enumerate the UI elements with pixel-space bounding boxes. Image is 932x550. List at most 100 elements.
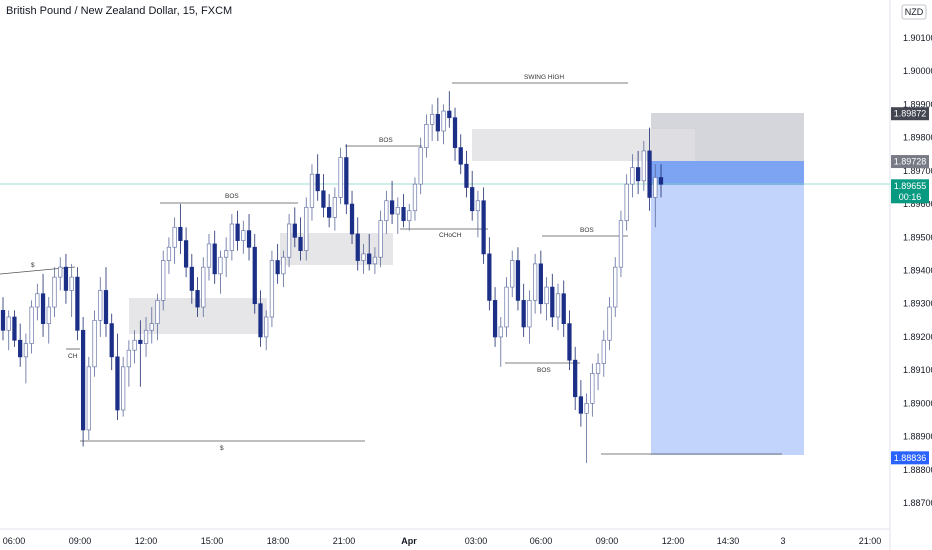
candle — [401, 194, 406, 228]
candle — [58, 257, 63, 291]
candle — [418, 137, 423, 195]
candle — [372, 247, 378, 274]
ann-bos-3: BOS — [580, 227, 594, 234]
candle — [424, 114, 429, 158]
ann-ch: CH — [68, 353, 78, 360]
candle — [52, 267, 57, 317]
candle — [75, 267, 80, 341]
svg-text:1.89655: 1.89655 — [894, 181, 927, 191]
candle — [492, 287, 498, 347]
candle — [613, 257, 618, 317]
svg-text:00:16: 00:16 — [899, 192, 922, 202]
x-tick-label: 03:00 — [465, 536, 488, 546]
candle — [641, 140, 646, 191]
svg-text:1.88836: 1.88836 — [894, 453, 927, 463]
candle — [138, 320, 143, 387]
candle — [395, 197, 400, 234]
candle — [23, 333, 29, 384]
candle — [521, 283, 526, 337]
chart-title: British Pound / New Zealand Dollar, 15, … — [6, 5, 233, 17]
candle — [601, 330, 606, 377]
structure-line-s-left — [0, 266, 76, 275]
candle — [161, 250, 166, 311]
candle — [361, 243, 366, 274]
y-tick-label: 1.88900 — [903, 432, 932, 442]
candle — [412, 177, 418, 221]
candle — [389, 180, 395, 224]
candle — [6, 310, 11, 351]
candle — [18, 323, 23, 367]
candle — [515, 247, 521, 311]
candle — [143, 317, 149, 357]
candle — [309, 164, 315, 221]
candle — [452, 107, 458, 161]
candle — [573, 346, 578, 410]
y-tick-label: 1.89500 — [903, 232, 932, 242]
price-tag-entry: 1.89728 — [891, 155, 929, 169]
currency-badge-label: NZD — [905, 7, 924, 17]
y-tick-label: 1.89300 — [903, 299, 932, 309]
y-axis-ticks: 1.903001.901001.900001.899001.898001.897… — [903, 33, 932, 508]
candle — [121, 356, 126, 417]
candle — [229, 214, 234, 261]
x-tick-label: 06:00 — [3, 536, 26, 546]
x-tick-label: 09:00 — [596, 536, 619, 546]
y-tick-label: 1.89400 — [903, 266, 932, 276]
structure-lines — [0, 82, 782, 455]
candle — [498, 317, 503, 367]
x-tick-label: 12:00 — [135, 536, 158, 546]
candle — [590, 363, 595, 417]
candle — [286, 214, 292, 268]
candle — [212, 230, 217, 284]
candle — [504, 277, 509, 337]
candle — [298, 217, 303, 261]
y-tick-label: 1.88800 — [903, 465, 932, 475]
candle — [561, 280, 566, 337]
x-tick-label: Apr — [401, 536, 417, 546]
candle — [115, 333, 120, 420]
candle — [441, 104, 446, 145]
candle — [103, 267, 109, 337]
currency-badge[interactable]: NZD — [901, 4, 927, 20]
candle — [510, 250, 515, 298]
candle — [35, 283, 40, 321]
candle — [658, 164, 664, 198]
y-tick-label: 1.89900 — [903, 99, 932, 109]
candle — [349, 190, 355, 244]
candle — [241, 220, 246, 254]
svg-text:1.89872: 1.89872 — [894, 109, 927, 119]
candle — [332, 187, 337, 231]
candle — [264, 310, 269, 351]
candle — [344, 144, 349, 215]
candle — [292, 207, 297, 248]
x-tick-label: 12:00 — [662, 536, 685, 546]
candle — [367, 233, 372, 271]
y-tick-label: 1.89600 — [903, 199, 932, 209]
candle — [327, 194, 332, 228]
x-tick-label: 21:00 — [859, 536, 882, 546]
ann-choch: CHoCH — [439, 232, 462, 239]
candle — [269, 250, 275, 327]
candle — [567, 310, 572, 371]
candle — [555, 283, 561, 331]
candle — [29, 300, 34, 354]
x-tick-label: 18:00 — [267, 536, 290, 546]
y-tick-label: 1.90000 — [903, 66, 932, 76]
candle — [635, 150, 641, 195]
candles — [0, 91, 664, 464]
candle — [630, 154, 635, 198]
y-tick-label: 1.89700 — [903, 166, 932, 176]
price-tag-stop: 1.88836 — [891, 451, 929, 465]
annotations: $ CH BOS BOS SWING HIGH CHoCH BOS BOS $ — [31, 74, 594, 452]
x-tick-label: 06:00 — [530, 536, 553, 546]
candle — [275, 243, 280, 284]
candle — [252, 233, 257, 314]
candle — [189, 253, 194, 304]
candle — [304, 197, 309, 261]
ann-bos-2: BOS — [379, 137, 393, 144]
stop-zone — [651, 185, 804, 455]
candle — [475, 190, 481, 238]
y-tick-label: 1.89800 — [903, 133, 932, 143]
